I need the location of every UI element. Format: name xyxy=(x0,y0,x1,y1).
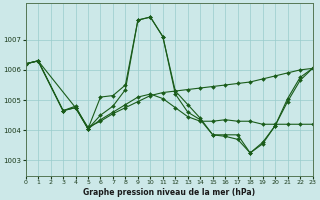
X-axis label: Graphe pression niveau de la mer (hPa): Graphe pression niveau de la mer (hPa) xyxy=(83,188,255,197)
